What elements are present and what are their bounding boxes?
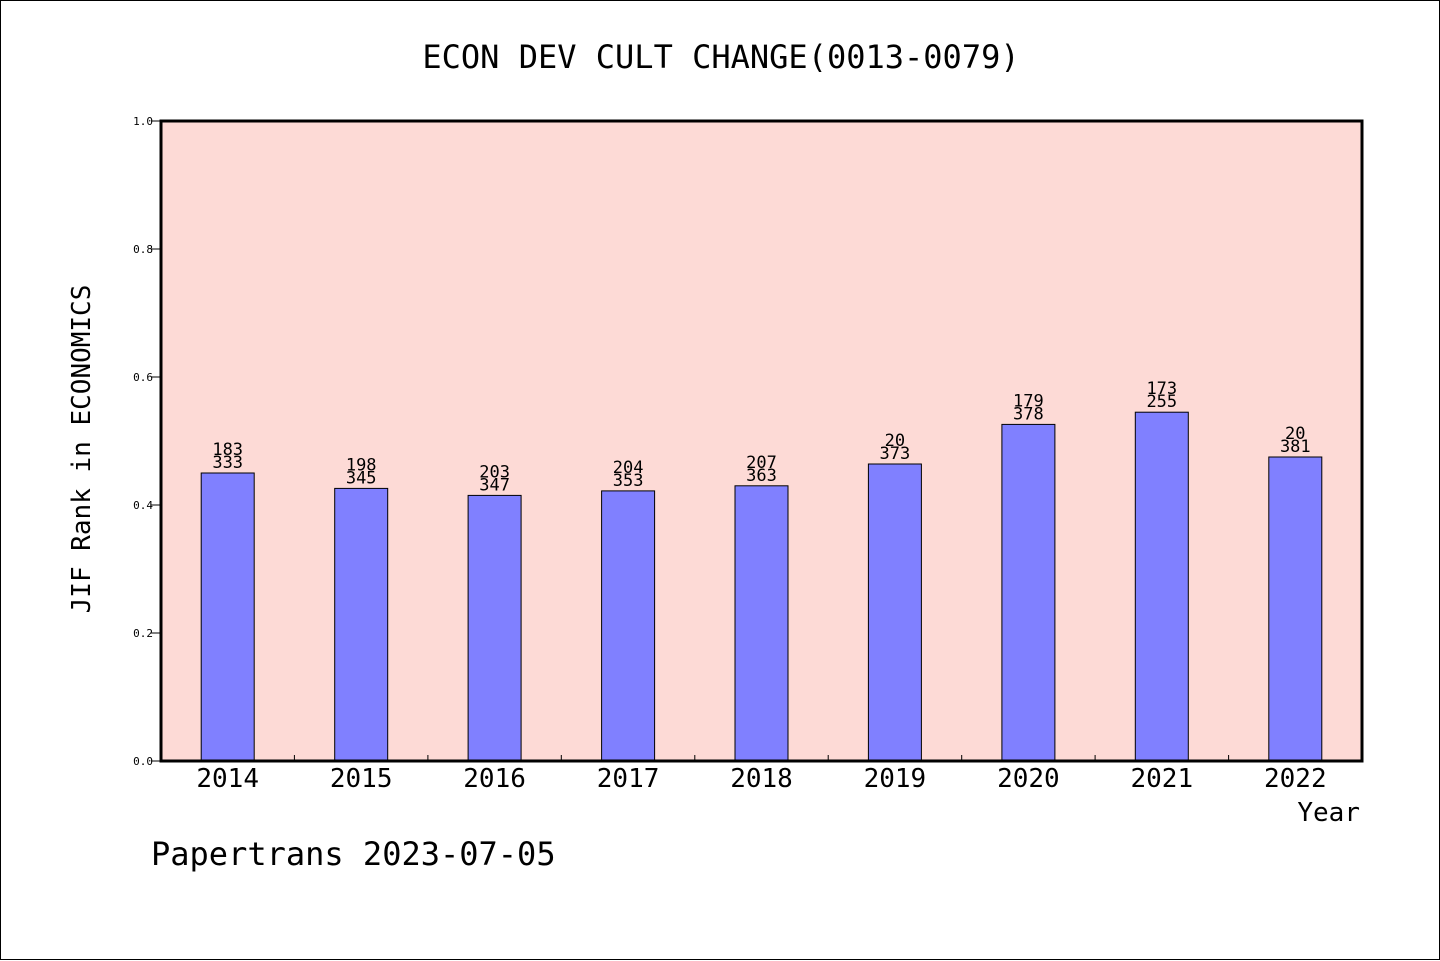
y-tick-label: 0.6 — [133, 371, 153, 384]
bar-2022 — [1268, 456, 1323, 762]
footer-text: Papertrans 2023-07-05 — [151, 835, 556, 873]
bar-label-total: 345 — [346, 468, 377, 488]
x-tick-label: 2015 — [330, 764, 393, 794]
y-tick-label: 0.2 — [133, 627, 153, 640]
x-axis-label: Year — [1297, 798, 1360, 828]
x-tick-label: 2021 — [1130, 764, 1193, 794]
x-tick-label: 2014 — [196, 764, 259, 794]
ticks-layer: 2014 2015 2016 2017 2018 2019 2020 2021 20220.00… — [133, 115, 1326, 794]
x-tick-label: 2016 — [463, 764, 526, 794]
plot-border — [159, 119, 1364, 763]
bar-label-rank: 179 — [1013, 391, 1044, 411]
bar-label-rank: 204 — [613, 458, 644, 478]
y-tick-label: 0.8 — [133, 243, 153, 256]
y-tick-label: 1.0 — [133, 115, 153, 128]
y-axis-label: JIF Rank in ECONOMICS — [67, 285, 97, 614]
x-tick-label: 2017 — [597, 764, 660, 794]
x-tick-label: 2019 — [864, 764, 927, 794]
bar-label-total: 381 — [1280, 437, 1311, 457]
bar-label-total: 373 — [880, 444, 911, 464]
bar-label-rank: 173 — [1146, 379, 1177, 399]
bar-label-rank: 203 — [479, 462, 510, 482]
y-tick-label: 0.0 — [133, 755, 153, 768]
bar-2014 — [200, 472, 255, 762]
bar-2016 — [467, 494, 522, 762]
x-tick-label: 2020 — [997, 764, 1060, 794]
x-tick-label: 2018 — [730, 764, 793, 794]
bar-2020 — [1001, 423, 1056, 762]
bar-label-total: 353 — [613, 471, 644, 491]
bar-label-total: 255 — [1146, 392, 1177, 412]
bar-label-total: 363 — [746, 466, 777, 486]
bar-label-rank: 207 — [746, 453, 777, 473]
x-tick-label: 2022 — [1264, 764, 1327, 794]
bar-label-rank: 20 — [1285, 424, 1305, 444]
bar-2017 — [601, 490, 656, 762]
bar-2018 — [734, 485, 789, 762]
y-tick-label: 0.4 — [133, 499, 153, 512]
bar-label-rank: 183 — [212, 440, 243, 460]
bar-label-rank: 198 — [346, 455, 377, 475]
bar-label-total: 378 — [1013, 404, 1044, 424]
bar-2015 — [334, 487, 389, 762]
bar-label-rank: 20 — [885, 431, 905, 451]
bar-2019 — [867, 463, 922, 762]
bar-2021 — [1134, 411, 1189, 762]
chart-title: ECON DEV CULT CHANGE(0013-0079) — [422, 38, 1019, 76]
bar-label-total: 333 — [212, 453, 243, 473]
bar-label-total: 347 — [479, 475, 510, 495]
